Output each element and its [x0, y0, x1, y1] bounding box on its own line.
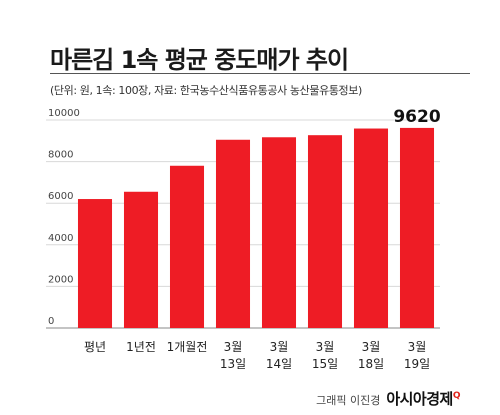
x-tick-label: 18일: [358, 357, 384, 371]
bar-2: [169, 165, 205, 328]
bar-4: [261, 137, 297, 328]
x-tick-label: 19일: [404, 357, 430, 371]
credit-line: 그래픽 이진경 아시아경제Q: [316, 388, 460, 409]
chart-subtitle: (단위: 원, 1속: 100장, 자료: 한국농수산식품유통공사 농산물유통정…: [50, 84, 362, 97]
bar-0: [77, 199, 113, 328]
publisher-logo: 아시아경제Q: [386, 388, 460, 409]
x-tick-label: 3월: [362, 340, 381, 354]
x-tick-label: 13일: [220, 357, 246, 371]
x-tick-label: 14일: [266, 357, 292, 371]
x-tick-label: 3월: [408, 340, 427, 354]
data-label: 9620: [393, 107, 440, 127]
graphic-credit: 그래픽 이진경: [316, 394, 381, 407]
bar-6: [353, 128, 389, 328]
x-tick-label: 3월: [270, 340, 289, 354]
x-tick-label: 3월: [316, 340, 335, 354]
y-tick-label: 6000: [48, 191, 73, 202]
y-tick-label: 2000: [48, 274, 73, 285]
y-tick-label: 8000: [48, 150, 73, 161]
bar-1: [123, 191, 159, 328]
y-tick-label: 0: [48, 316, 54, 327]
x-tick-label: 1개월전: [167, 340, 208, 354]
x-tick-label: 평년: [84, 340, 106, 354]
publisher-logo-text: 아시아경제: [386, 390, 453, 408]
x-tick-label: 1년전: [126, 340, 156, 354]
title-divider: [50, 73, 470, 74]
x-tick-label: 3월: [224, 340, 243, 354]
bar-5: [307, 135, 343, 328]
chart-title: 마른김 1속 평균 중도매가 추이: [50, 46, 349, 74]
bar-7: [399, 127, 435, 329]
x-tick-label: 15일: [312, 357, 338, 371]
publisher-logo-mark-icon: Q: [452, 391, 461, 401]
bar-3: [215, 139, 251, 328]
y-tick-label: 10000: [48, 108, 80, 119]
y-tick-label: 4000: [48, 233, 73, 244]
